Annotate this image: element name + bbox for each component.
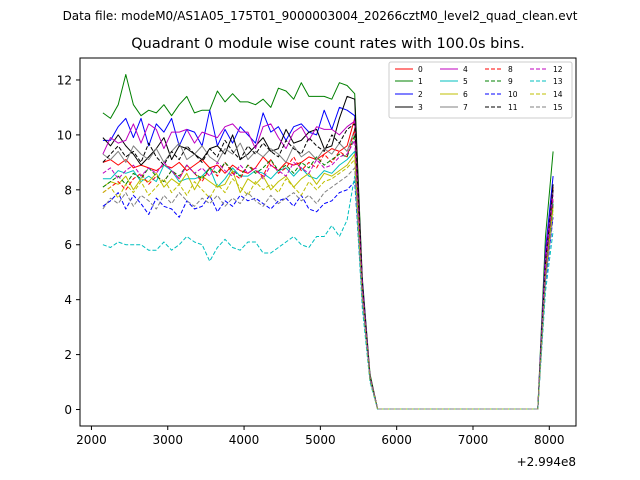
x-tick-label: 5000: [305, 433, 336, 447]
x-tick-label: 6000: [381, 433, 412, 447]
chart-title: Quadrant 0 module wise count rates with …: [131, 36, 525, 52]
legend-label-4: 4: [463, 65, 468, 74]
legend-box: [388, 61, 573, 119]
y-tick-label: 8: [64, 183, 72, 197]
x-tick-label: 7000: [458, 433, 489, 447]
legend-label-3: 3: [418, 103, 423, 112]
x-axis-offset-label: +2.994e8: [517, 455, 576, 469]
legend-label-2: 2: [418, 90, 423, 99]
y-tick-label: 2: [64, 348, 72, 362]
y-tick-label: 6: [64, 238, 72, 252]
legend-label-12: 12: [553, 65, 563, 74]
y-tick-label: 0: [64, 403, 72, 417]
legend-label-5: 5: [463, 77, 468, 86]
legend-label-0: 0: [418, 65, 423, 74]
x-tick-label: 3000: [152, 433, 183, 447]
x-tick-label: 2000: [76, 433, 107, 447]
legend-label-7: 7: [463, 103, 468, 112]
legend-label-11: 11: [508, 103, 518, 112]
axes-frame: [79, 57, 577, 427]
y-tick-label: 10: [57, 128, 72, 142]
x-axis-ticks: 2000 3000 4000 5000 6000 7000 8000: [76, 426, 565, 447]
legend-label-14: 14: [553, 90, 563, 99]
series-line-15: [102, 167, 554, 410]
y-tick-label: 12: [57, 73, 72, 87]
legend-label-8: 8: [508, 65, 513, 74]
x-tick-label: 4000: [229, 433, 260, 447]
x-tick-label: 8000: [534, 433, 565, 447]
y-axis-ticks: 0 2 4 6 8 10 12: [57, 73, 80, 417]
series-lines: [102, 74, 554, 410]
figure-suptitle: Data file: modeM0/AS1A05_175T01_90000030…: [63, 9, 578, 23]
legend-label-10: 10: [508, 90, 518, 99]
legend-label-9: 9: [508, 77, 513, 86]
legend-label-15: 15: [553, 103, 563, 112]
legend-label-13: 13: [553, 77, 563, 86]
legend-label-1: 1: [418, 77, 423, 86]
legend-label-6: 6: [463, 90, 468, 99]
y-tick-label: 4: [64, 293, 72, 307]
